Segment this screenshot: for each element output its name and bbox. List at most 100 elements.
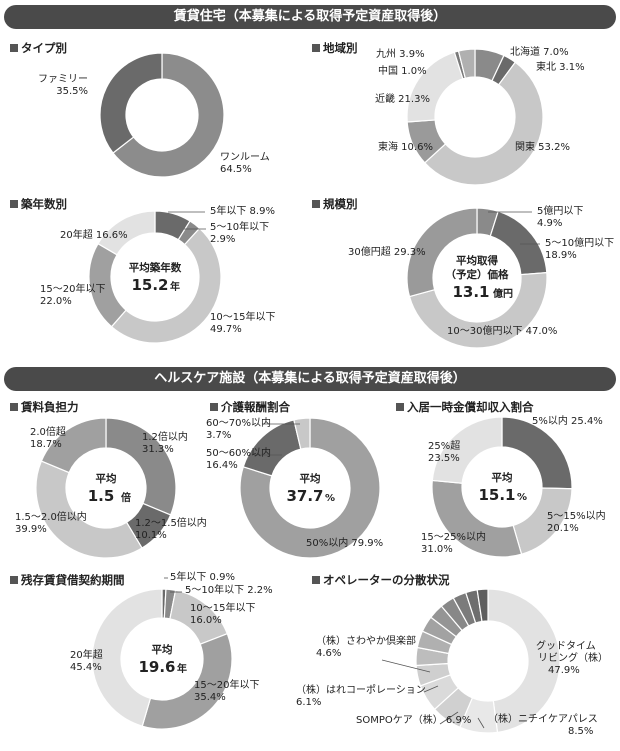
label-upfront-1-value: 20.1% — [547, 523, 579, 534]
label-lease-2-name: 10～15年以下 — [190, 601, 255, 614]
slice-region-2 — [423, 61, 544, 186]
leader-operator-4 — [381, 659, 431, 673]
label-operator-1-name: （株）ニチイケアパレス — [488, 712, 598, 725]
label-rent-0-value: 31.3% — [142, 444, 174, 455]
center-value-age: 15.2 — [131, 276, 168, 294]
center-unit-age: 年 — [170, 280, 180, 293]
slice-upfront-2 — [431, 479, 523, 558]
slice-age-4 — [97, 210, 156, 256]
label-care-1-name: 50～60%以内 — [206, 446, 271, 459]
label-age-3-name: 15～20年以下 — [40, 282, 105, 295]
label-rent-3-name: 2.0倍超 — [30, 425, 66, 438]
label-lease-1: 5～10年以下 2.2% — [185, 583, 273, 596]
title-rent: 賃料負担力 — [10, 399, 79, 415]
label-scale-0-name: 5億円以下 — [537, 204, 583, 217]
label-lease-3-name: 15～20年以下 — [194, 678, 259, 691]
slice-region-4 — [406, 51, 464, 123]
slice-lease-3 — [141, 632, 233, 730]
label-operator-1-value: 8.5% — [568, 726, 593, 737]
donut-region: 北海道 7.0% 東北 3.1% 関東 53.2% 東海 10.6% 近畿 21.3% 中… — [375, 45, 585, 186]
label-rent-2-name: 1.5～2.0倍以内 — [15, 510, 87, 523]
label-region-6: 九州 3.9% — [376, 48, 425, 60]
label-region-4: 近畿 21.3% — [375, 92, 430, 105]
label-care-2-value: 3.7% — [206, 430, 231, 441]
label-operator-0-name0: グッドタイム — [536, 639, 596, 652]
label-scale-1-value: 18.9% — [545, 250, 577, 261]
center-unit-lease: 年 — [177, 662, 187, 675]
label-age-0: 5年以下 8.9% — [210, 204, 275, 217]
title-age: 築年数別 — [10, 196, 67, 212]
donut-lease: 平均 19.6 年 5年以下 0.9%5～10年以下 2.2% 10～15年以下16.0… — [70, 570, 273, 730]
label-operator-2: SOMPOケア（株） 6.9% — [356, 713, 471, 726]
label-rent-0-name: 1.2倍以内 — [142, 430, 188, 443]
label-rent-2-value: 39.9% — [15, 524, 47, 535]
label-scale-0-value: 4.9% — [537, 218, 562, 229]
label-scale-1-name: 5～10億円以下 — [545, 236, 614, 249]
label-care-2-name: 60～70%以内 — [206, 416, 271, 429]
center-value-rent: 1.5 — [88, 487, 115, 505]
label-operator-4-value: 4.6% — [316, 648, 341, 659]
center-label-lease: 平均 — [152, 643, 173, 656]
slice-rent-2 — [35, 460, 143, 559]
title-region: 地域別 — [312, 40, 358, 56]
label-upfront-2-name: 15～25%以内 — [421, 530, 486, 543]
label-region-0: 北海道 7.0% — [510, 45, 569, 58]
leader-operator-3 — [423, 685, 439, 693]
label-upfront-3-name: 25%超 — [428, 439, 460, 452]
center-unit-upfront: % — [517, 492, 527, 503]
label-type-1-name: ファミリー — [38, 74, 88, 85]
center-label-rent: 平均 — [96, 472, 117, 485]
center-label-age: 平均築年数 — [129, 261, 182, 274]
label-type-0-name: ワンルーム — [220, 151, 270, 163]
label-operator-4-name: （株）さわやか倶楽部 — [316, 634, 416, 647]
center-label-care: 平均 — [300, 472, 321, 485]
title-operator: オペレーターの分散状況 — [312, 572, 450, 588]
slice-operator-0 — [487, 588, 561, 734]
slice-type-1 — [99, 52, 163, 154]
slice-rent-0 — [105, 417, 177, 516]
label-care-0: 50%以内 79.9% — [306, 536, 383, 549]
title-type: タイプ別 — [10, 40, 67, 56]
slice-upfront-0 — [501, 416, 573, 490]
label-age-2-name: 10～15年以下 — [210, 310, 275, 323]
label-lease-3-value: 35.4% — [194, 692, 226, 703]
slice-care-0 — [239, 417, 381, 559]
label-lease-4-name: 20年超 — [70, 648, 103, 661]
label-upfront-2-value: 31.0% — [421, 544, 453, 555]
label-operator-0-name1: リビング（株） — [538, 651, 608, 664]
label-rent-3-value: 18.7% — [30, 439, 62, 450]
center-value-care: 37.7 — [286, 487, 323, 505]
label-region-5: 中国 1.0% — [378, 64, 427, 77]
slice-age-2 — [110, 227, 222, 344]
title-lease: 残存賃貸借契約期間 — [10, 572, 125, 588]
label-upfront-1-name: 5～15%以内 — [547, 509, 606, 522]
slice-care-2 — [293, 417, 311, 450]
label-age-3-value: 22.0% — [40, 296, 72, 307]
center-label-upfront: 平均 — [492, 471, 513, 484]
label-rent-1-value: 10.1% — [135, 530, 167, 541]
label-upfront-3-value: 23.5% — [428, 453, 460, 464]
label-region-3: 東海 10.6% — [378, 140, 433, 153]
center-value-scale: 13.1 — [452, 283, 489, 301]
center-unit-scale: 億円 — [493, 287, 513, 300]
slice-scale-2 — [408, 271, 548, 349]
label-upfront-0: 5%以内 25.4% — [532, 414, 603, 427]
label-type-1-value: 35.5% — [56, 86, 88, 97]
slice-rent-3 — [40, 417, 107, 474]
label-operator-3-value: 6.1% — [296, 697, 321, 708]
label-lease-4-value: 45.4% — [70, 662, 102, 673]
center-label-scale: 平均取得 — [456, 254, 498, 267]
label-rent-1-name: 1.2～1.5倍以内 — [135, 516, 207, 529]
label-type-0-value: 64.5% — [220, 164, 252, 175]
slice-upfront-3 — [431, 416, 503, 484]
healthcare-section-title: ヘルスケア施設（本募集による取得予定資産取得後） — [4, 367, 616, 391]
leader-operator-1 — [477, 717, 485, 729]
